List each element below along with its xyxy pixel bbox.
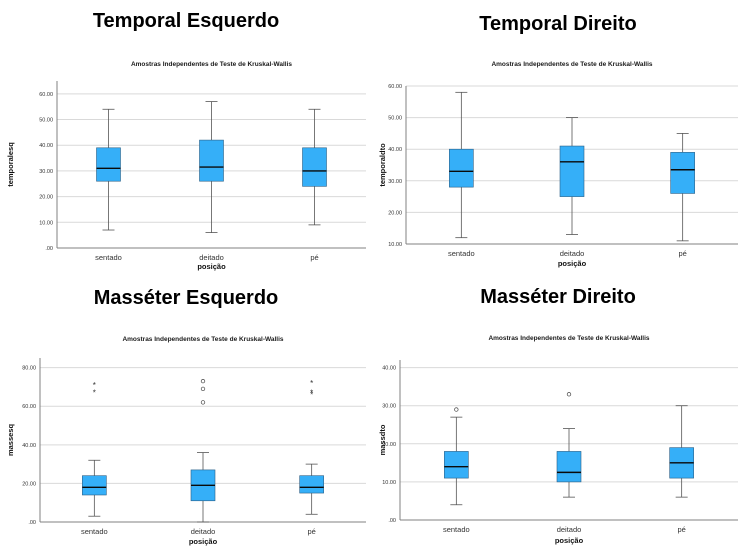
- box-iqr: [556, 451, 582, 483]
- y-tick-label: 20.00: [382, 442, 396, 448]
- x-tick-label: pé: [307, 527, 315, 536]
- boxplot-chart: Amostras Independentes de Teste de Krusk…: [6, 336, 366, 546]
- y-axis-label: temporalesq: [6, 142, 15, 187]
- x-tick-label: sentado: [95, 253, 122, 262]
- x-axis-label: posição: [189, 537, 218, 546]
- x-tick-label: sentado: [81, 527, 108, 536]
- box-iqr: [449, 148, 474, 188]
- box-iqr: [96, 147, 121, 182]
- chart-subtitle: Amostras Independentes de Teste de Krusk…: [491, 61, 652, 68]
- panel-heading: Masséter Direito: [480, 286, 636, 308]
- outlier-point: [200, 400, 206, 405]
- x-tick-label: sentado: [443, 525, 470, 534]
- chart-panel-masseter-esquerdo: Masséter Esquerdo Amostras Independentes…: [0, 275, 372, 546]
- chart-panel-temporal-esquerdo: Temporal Esquerdo Amostras Independentes…: [0, 0, 372, 275]
- y-tick-label: 60.00: [388, 84, 402, 90]
- y-tick-label: 30.00: [39, 169, 53, 175]
- box-iqr: [559, 145, 585, 197]
- y-tick-label: 40.00: [22, 443, 36, 449]
- boxplot-chart: Amostras Independentes de Teste de Krusk…: [6, 61, 366, 271]
- x-axis-label: posição: [558, 259, 587, 268]
- x-tick-label: pé: [310, 253, 318, 262]
- y-tick-label: 30.00: [388, 179, 402, 185]
- x-tick-label: sentado: [448, 249, 475, 258]
- box-iqr: [444, 451, 469, 479]
- y-tick-label: 20.00: [39, 195, 53, 201]
- x-tick-label: deitado: [199, 253, 224, 262]
- outlier-point: [200, 379, 206, 384]
- outlier-point: [454, 407, 459, 412]
- y-tick-label: 40.00: [388, 147, 402, 153]
- extreme-point: *: [310, 389, 313, 398]
- outlier-point: [200, 386, 206, 392]
- panel-heading: Temporal Esquerdo: [92, 10, 280, 32]
- y-tick-label: 80.00: [22, 366, 36, 372]
- boxplot-chart: Amostras Independentes de Teste de Krusk…: [378, 335, 738, 545]
- chart-subtitle: Amostras Independentes de Teste de Krusk…: [122, 336, 283, 343]
- x-tick-label: deitado: [191, 527, 216, 536]
- outlier-point: [566, 392, 572, 397]
- box-iqr: [299, 475, 324, 494]
- chart-panel-masseter-direito: Masséter Direito Amostras Independentes …: [372, 275, 744, 546]
- y-tick-label: 60.00: [39, 92, 53, 98]
- x-axis-label: posição: [555, 536, 584, 545]
- x-tick-label: pé: [677, 525, 685, 534]
- y-tick-label: .00: [45, 246, 53, 252]
- panel-heading: Masséter Esquerdo: [93, 287, 279, 309]
- x-tick-label: pé: [678, 249, 686, 258]
- chart-subtitle: Amostras Independentes de Teste de Krusk…: [131, 61, 292, 68]
- y-tick-label: 50.00: [39, 118, 53, 124]
- extreme-point: *: [310, 379, 313, 388]
- x-tick-label: deitado: [557, 525, 582, 534]
- y-tick-label: 10.00: [382, 480, 396, 486]
- chart-panel-temporal-direito: Temporal Direito Amostras Independentes …: [372, 0, 744, 275]
- y-tick-label: 60.00: [22, 404, 36, 410]
- y-tick-label: 40.00: [39, 143, 53, 149]
- y-axis-label: massesq: [6, 424, 15, 457]
- box-iqr: [302, 147, 327, 187]
- y-tick-label: 50.00: [388, 116, 402, 122]
- y-axis-label: temporaldto: [378, 143, 387, 187]
- chart-subtitle: Amostras Independentes de Teste de Krusk…: [488, 335, 649, 342]
- box-iqr: [670, 152, 695, 194]
- x-axis-label: posição: [197, 262, 226, 271]
- y-tick-label: 10.00: [39, 220, 53, 226]
- extreme-point: *: [93, 381, 96, 390]
- y-tick-label: 10.00: [388, 242, 402, 248]
- boxplot-chart: Amostras Independentes de Teste de Krusk…: [378, 61, 738, 268]
- y-tick-label: .00: [28, 520, 36, 526]
- y-tick-label: 20.00: [22, 481, 36, 487]
- panel-heading: Temporal Direito: [479, 13, 637, 35]
- box-iqr: [82, 475, 107, 496]
- x-tick-label: deitado: [560, 249, 585, 258]
- box-iqr: [199, 139, 224, 182]
- extreme-point: *: [93, 389, 96, 398]
- y-tick-label: 40.00: [382, 366, 396, 372]
- y-axis-label: massdto: [378, 424, 387, 455]
- y-tick-label: 20.00: [388, 210, 402, 216]
- y-tick-label: .00: [388, 518, 396, 524]
- y-tick-label: 30.00: [382, 404, 396, 410]
- extreme-point: *: [310, 391, 313, 400]
